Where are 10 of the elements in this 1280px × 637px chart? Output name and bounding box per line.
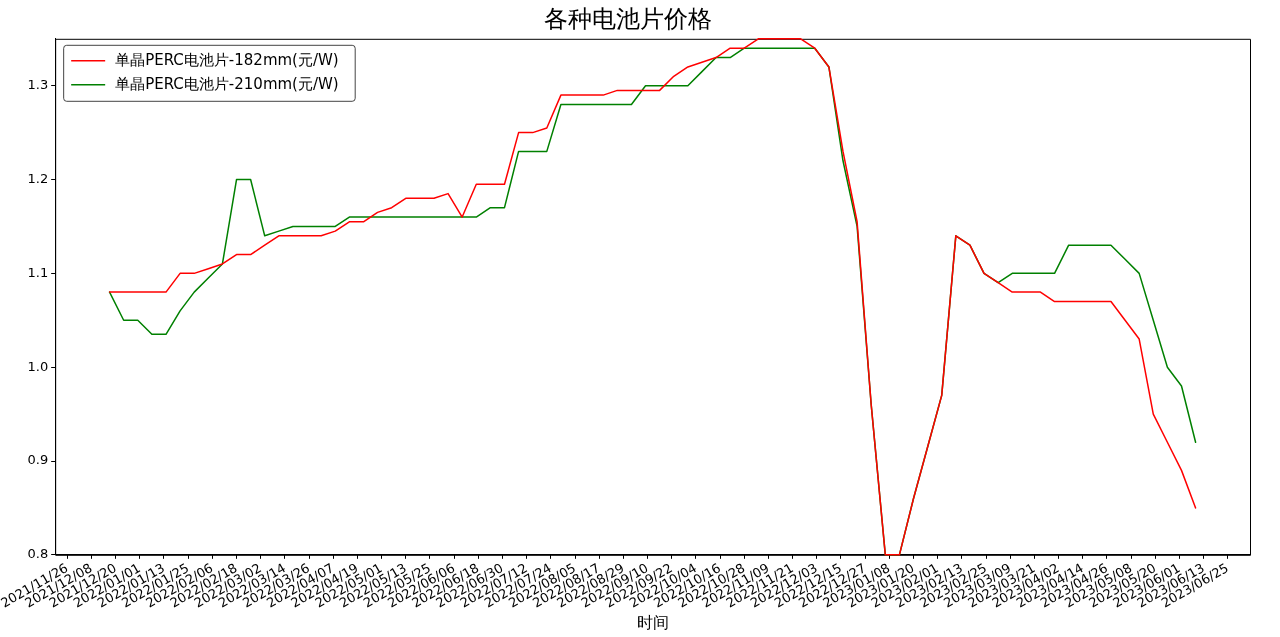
y-tick-label: 0.9	[27, 452, 49, 468]
x-axis-title: 时间	[636, 612, 669, 632]
chart-title: 各种电池片价格	[544, 4, 712, 33]
y-tick-label: 1.2	[27, 170, 49, 186]
legend-label: 单晶PERC电池片-182mm(元/W)	[115, 50, 339, 69]
y-tick-label: 1.3	[27, 77, 49, 93]
y-tick-label: 1.0	[27, 358, 49, 374]
y-tick-label: 1.1	[27, 264, 49, 280]
y-tick-label: 0.8	[27, 546, 49, 562]
legend-label: 单晶PERC电池片-210mm(元/W)	[115, 74, 339, 93]
